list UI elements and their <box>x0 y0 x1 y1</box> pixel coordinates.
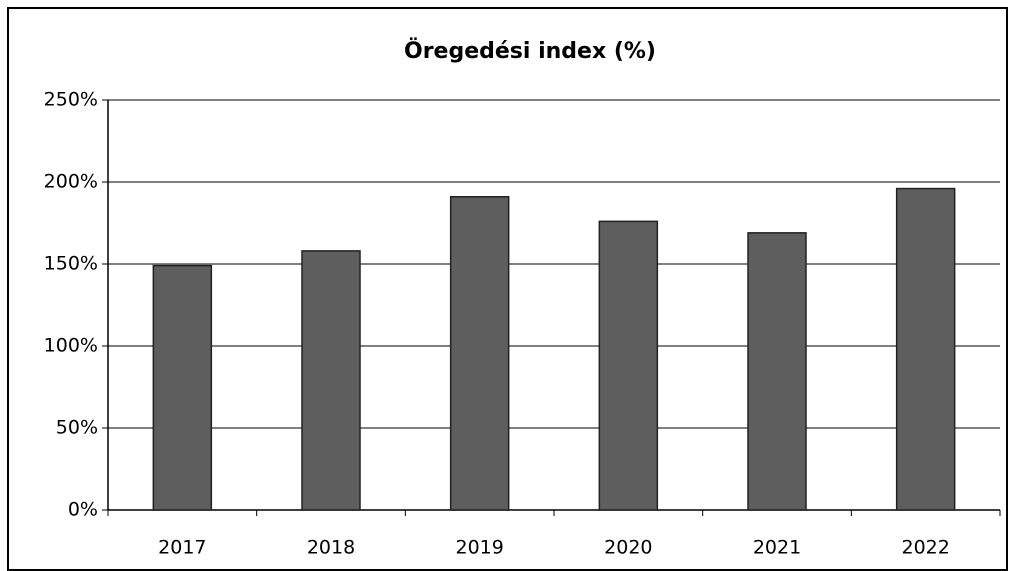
x-tick-label: 2017 <box>158 537 206 559</box>
y-tick-label: 50% <box>56 417 98 439</box>
x-tick-label: 2021 <box>753 537 801 559</box>
x-tick-label: 2019 <box>455 537 503 559</box>
bar <box>747 232 807 511</box>
y-tick-label: 150% <box>44 253 98 275</box>
x-tick-label: 2018 <box>307 537 355 559</box>
bar <box>301 250 361 511</box>
y-tick-label: 200% <box>44 171 98 193</box>
bar <box>449 196 510 511</box>
y-tick-label: 250% <box>44 89 98 111</box>
y-tick-label: 0% <box>68 499 98 521</box>
bar <box>598 220 659 511</box>
chart-title: Öregedési index (%) <box>404 38 656 64</box>
y-tick-label: 100% <box>44 335 98 357</box>
x-tick-label: 2020 <box>604 537 652 559</box>
bar <box>152 264 213 511</box>
bar <box>895 187 956 511</box>
x-tick-label: 2022 <box>901 537 949 559</box>
